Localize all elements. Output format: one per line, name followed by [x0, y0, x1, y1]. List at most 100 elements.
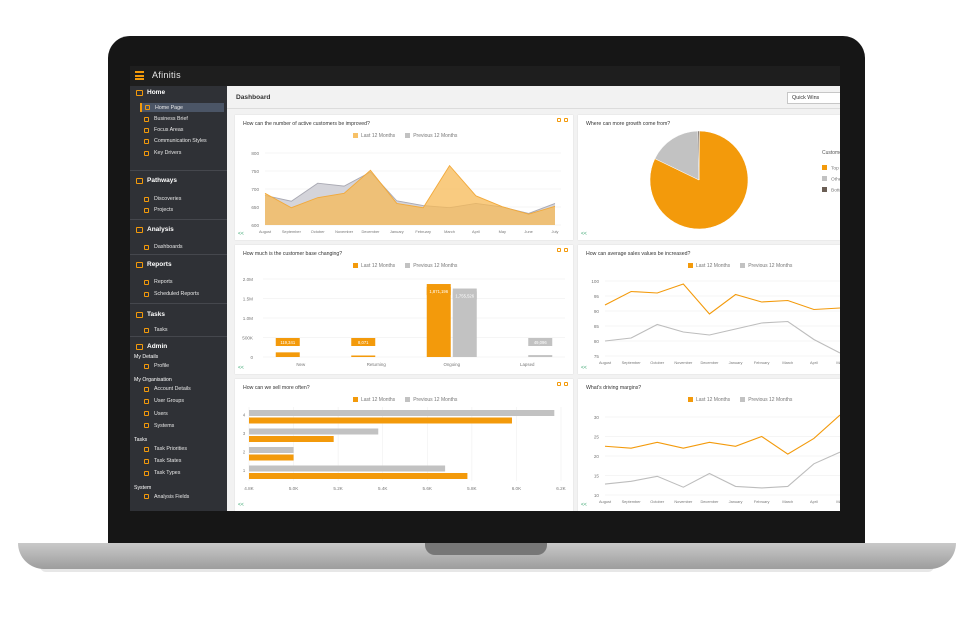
x-tick-label: December — [700, 360, 719, 365]
x-tick-label: October — [650, 360, 665, 365]
share-icon[interactable]: << — [581, 365, 587, 371]
scheduled-reports-icon — [144, 291, 149, 297]
sidebar: Home Home Page Business Brief Focus Areas Co… — [130, 86, 227, 511]
sidebar-item-key-drivers[interactable]: Key Drivers — [144, 150, 181, 156]
reports-icon — [136, 261, 143, 268]
sidebar-section-analysis[interactable]: Analysis — [136, 226, 174, 233]
sidebar-item-projects[interactable]: Projects — [144, 207, 173, 213]
x-tick-label: August — [599, 499, 612, 504]
legend-last-12: Last 12 Months — [353, 397, 395, 403]
export-icon[interactable] — [557, 118, 561, 122]
y-tick-label: 100 — [591, 279, 599, 284]
sidebar-item-label: Profile — [154, 363, 170, 369]
card-sales-values: How can average sales values be increase… — [578, 245, 840, 374]
sidebar-section-home[interactable]: Home — [136, 89, 165, 96]
x-tick-label: February — [754, 360, 770, 365]
x-tick-label: July — [552, 229, 559, 234]
x-tick-label: 6.2K — [556, 486, 566, 491]
sidebar-item-task-types[interactable]: Task Types — [144, 470, 180, 476]
chart-legend: Last 12 Months Previous 12 Months — [688, 263, 792, 269]
margins-line-chart: 10 15 20 25 30 August September October November… — [594, 414, 840, 504]
y-tick-label: 15 — [594, 473, 600, 478]
x-tick-label: August — [599, 360, 612, 365]
sidebar-divider — [130, 303, 227, 304]
sell-often-hbar-chart: 4.8K 5.0K 5.2K 5.4K 5.6K 5.8K 6.0K 6.2K 4 3 2 1 — [243, 407, 567, 491]
x-tick-label: 5.6K — [423, 486, 433, 491]
sidebar-section-tasks[interactable]: Tasks — [136, 311, 165, 318]
sidebar-group-my-organisation: My Organisation — [134, 377, 172, 384]
sidebar-item-users[interactable]: Users — [144, 411, 168, 417]
sidebar-item-profile[interactable]: Profile — [144, 363, 169, 369]
x-tick-label: September — [622, 360, 642, 365]
bar-last-12-months-4 — [249, 417, 512, 424]
download-icon[interactable] — [564, 248, 568, 252]
legend-title: Custome — [822, 150, 840, 156]
x-tick-label: September — [282, 229, 302, 234]
x-tick-label: Lapsed — [520, 362, 535, 367]
sidebar-item-analysis-fields[interactable]: Analysis Fields — [144, 494, 189, 500]
analysis-icon — [136, 226, 143, 233]
sidebar-item-task-priorities[interactable]: Task Priorities — [144, 446, 187, 452]
card-growth: Where can more growth come from? Custome… — [578, 115, 840, 240]
x-tick-label: October — [311, 229, 326, 234]
legend-swatch — [822, 176, 827, 181]
chart-legend: Last 12 Months Previous 12 Months — [353, 397, 457, 403]
card-question: How can the number of active customers b… — [243, 121, 370, 127]
legend-last-12: Last 12 Months — [688, 397, 730, 403]
card-active-customers: How can the number of active customers b… — [235, 115, 573, 240]
download-icon[interactable] — [564, 118, 568, 122]
sidebar-item-business-brief[interactable]: Business Brief — [144, 116, 188, 122]
sidebar-item-discoveries[interactable]: Discoveries — [144, 196, 181, 202]
x-tick-label: May — [836, 499, 840, 504]
main-content: Dashboard Quick Wins How can the number … — [227, 86, 840, 511]
sidebar-item-systems[interactable]: Systems — [144, 423, 174, 429]
share-icon[interactable]: << — [581, 502, 587, 508]
task-priorities-icon — [144, 446, 149, 452]
sidebar-item-user-groups[interactable]: User Groups — [144, 398, 184, 404]
quick-wins-dropdown[interactable]: Quick Wins — [787, 92, 840, 104]
sales-values-line-chart: 75 80 85 90 95 100 August September October Novem… — [591, 279, 840, 365]
card-sell-more-often: How can we sell more often? Last 12 Mont… — [235, 379, 573, 511]
sidebar-item-tasks[interactable]: Tasks — [144, 327, 168, 333]
export-icon[interactable] — [557, 248, 561, 252]
share-icon[interactable]: << — [238, 231, 244, 237]
export-icon[interactable] — [557, 382, 561, 386]
share-icon[interactable]: << — [238, 502, 244, 508]
sidebar-item-account-details[interactable]: Account Details — [144, 386, 191, 392]
sidebar-item-focus-areas[interactable]: Focus Areas — [144, 127, 183, 133]
home-icon — [136, 89, 143, 96]
sidebar-item-home-page[interactable]: Home Page — [140, 103, 224, 112]
sidebar-item-label: Focus Areas — [154, 127, 184, 133]
sidebar-section-pathways[interactable]: Pathways — [136, 177, 177, 184]
growth-pie-chart: Custome Top Othe Botto — [649, 130, 840, 230]
data-label: 49,096 — [534, 340, 547, 345]
sidebar-item-scheduled-reports[interactable]: Scheduled Reports — [144, 291, 199, 297]
profile-icon — [144, 363, 149, 369]
sidebar-item-communication-styles[interactable]: Communication Styles — [144, 138, 207, 144]
sidebar-section-admin[interactable]: Admin — [136, 343, 167, 350]
sidebar-item-reports[interactable]: Reports — [144, 279, 173, 285]
share-icon[interactable]: << — [238, 365, 244, 371]
download-icon[interactable] — [564, 382, 568, 386]
sidebar-item-dashboards[interactable]: Dashboards — [144, 244, 183, 250]
sidebar-item-label: Users — [154, 410, 168, 417]
app-title: Afinitis — [152, 70, 181, 80]
bar-last-12-months-ongoing — [426, 284, 451, 357]
sidebar-item-task-states[interactable]: Task States — [144, 458, 181, 464]
y-tick-label: 750 — [251, 169, 259, 174]
hamburger-menu-icon[interactable] — [135, 71, 144, 80]
sidebar-item-label: Account Details — [154, 386, 191, 393]
x-tick-label: 5.8K — [467, 486, 477, 491]
series-area-last-12-months — [265, 165, 555, 225]
pathways-icon — [136, 177, 143, 184]
x-tick-label: November — [674, 499, 693, 504]
task-types-icon — [144, 470, 149, 476]
share-icon[interactable]: << — [581, 231, 587, 237]
sidebar-item-label: Task Priorities — [154, 446, 187, 452]
sidebar-item-label: Analysis Fields — [154, 493, 190, 500]
x-tick-label: September — [622, 499, 642, 504]
systems-icon — [144, 423, 149, 429]
y-tick-label: 700 — [251, 187, 259, 192]
sidebar-section-reports[interactable]: Reports — [136, 261, 172, 268]
series-line-previous-12-months — [604, 451, 840, 489]
